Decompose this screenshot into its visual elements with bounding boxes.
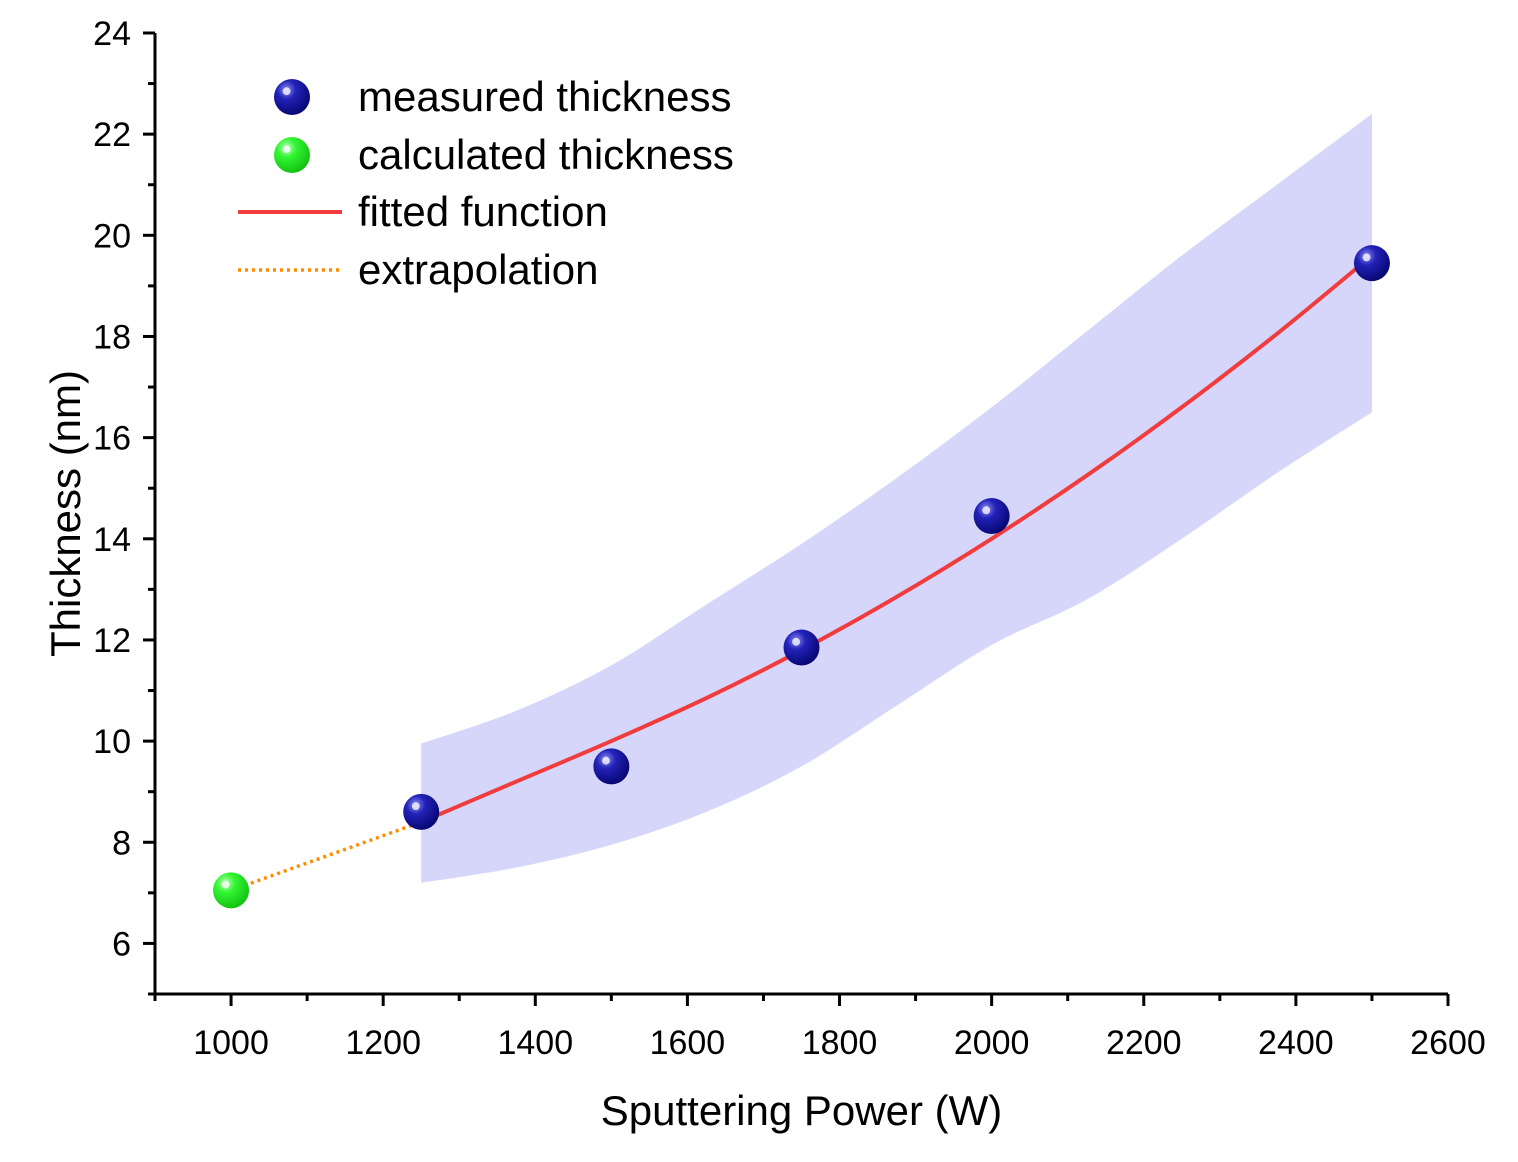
legend-measured-marker-highlight: [282, 87, 291, 96]
legend-measured-marker-body: [274, 79, 310, 115]
fitted-function-line: [420, 254, 1374, 824]
axes: 6 8 10 12 14 16 18 20 22 24 1000 1200 1400 1600 1800 20…: [93, 15, 1486, 1062]
confidence-band: [421, 113, 1372, 883]
measured-point-highlight: [601, 756, 610, 765]
y-tick-label: 14: [93, 521, 131, 559]
points: [213, 245, 1390, 909]
measured-point: [783, 629, 820, 666]
measured-point-body: [783, 629, 820, 666]
x-tick-label: 1200: [345, 1024, 421, 1062]
x-tick-label: 2400: [1258, 1024, 1334, 1062]
legend-label: measured thickness: [358, 73, 732, 120]
y-axis-title: Thickness (nm): [42, 370, 89, 657]
legend-calculated-marker-highlight: [282, 145, 291, 154]
legend-label: calculated thickness: [358, 131, 734, 178]
measured-point-body: [403, 793, 440, 830]
measured-point: [593, 748, 630, 785]
y-tick-label: 18: [93, 318, 131, 356]
measured-point: [403, 793, 440, 830]
legend-calculated-marker: [274, 137, 310, 173]
calculated-point-highlight: [221, 880, 230, 889]
measured-point-body: [973, 498, 1010, 535]
y-tick-label: 16: [93, 420, 131, 458]
lines: [230, 254, 1374, 892]
y-tick-label: 10: [93, 723, 131, 761]
measured-point: [973, 498, 1010, 535]
calculated-point: [213, 872, 250, 909]
x-tick-label: 2000: [954, 1024, 1030, 1062]
y-tick-label: 24: [93, 15, 131, 53]
measured-point-body: [1353, 245, 1390, 282]
legend-calculated-marker-body: [274, 137, 310, 173]
measured-point-highlight: [1362, 253, 1371, 262]
confidence-band-area: [421, 113, 1372, 883]
measured-point: [1353, 245, 1390, 282]
legend: measured thickness calculated thickness fi…: [238, 73, 734, 293]
measured-point-highlight: [982, 506, 991, 515]
x-tick-label: 2200: [1106, 1024, 1182, 1062]
legend-measured-marker: [274, 79, 310, 115]
y-tick-label: 22: [93, 116, 131, 154]
x-tick-label: 1400: [497, 1024, 573, 1062]
legend-label: extrapolation: [358, 246, 599, 293]
x-tick-label: 2600: [1410, 1024, 1486, 1062]
extrapolation-line: [230, 820, 422, 892]
measured-point-highlight: [411, 802, 420, 811]
x-tick-label: 1800: [802, 1024, 878, 1062]
y-tick-label: 6: [112, 925, 131, 963]
measured-point-highlight: [792, 637, 801, 646]
measured-point-body: [593, 748, 630, 785]
y-tick-label: 20: [93, 217, 131, 255]
y-tick-label: 8: [112, 824, 131, 862]
calculated-point-body: [213, 872, 250, 909]
x-axis-title: Sputtering Power (W): [601, 1087, 1002, 1134]
legend-label: fitted function: [358, 188, 608, 235]
x-tick-label: 1000: [193, 1024, 269, 1062]
x-tick-label: 1600: [650, 1024, 726, 1062]
y-tick-label: 12: [93, 622, 131, 660]
